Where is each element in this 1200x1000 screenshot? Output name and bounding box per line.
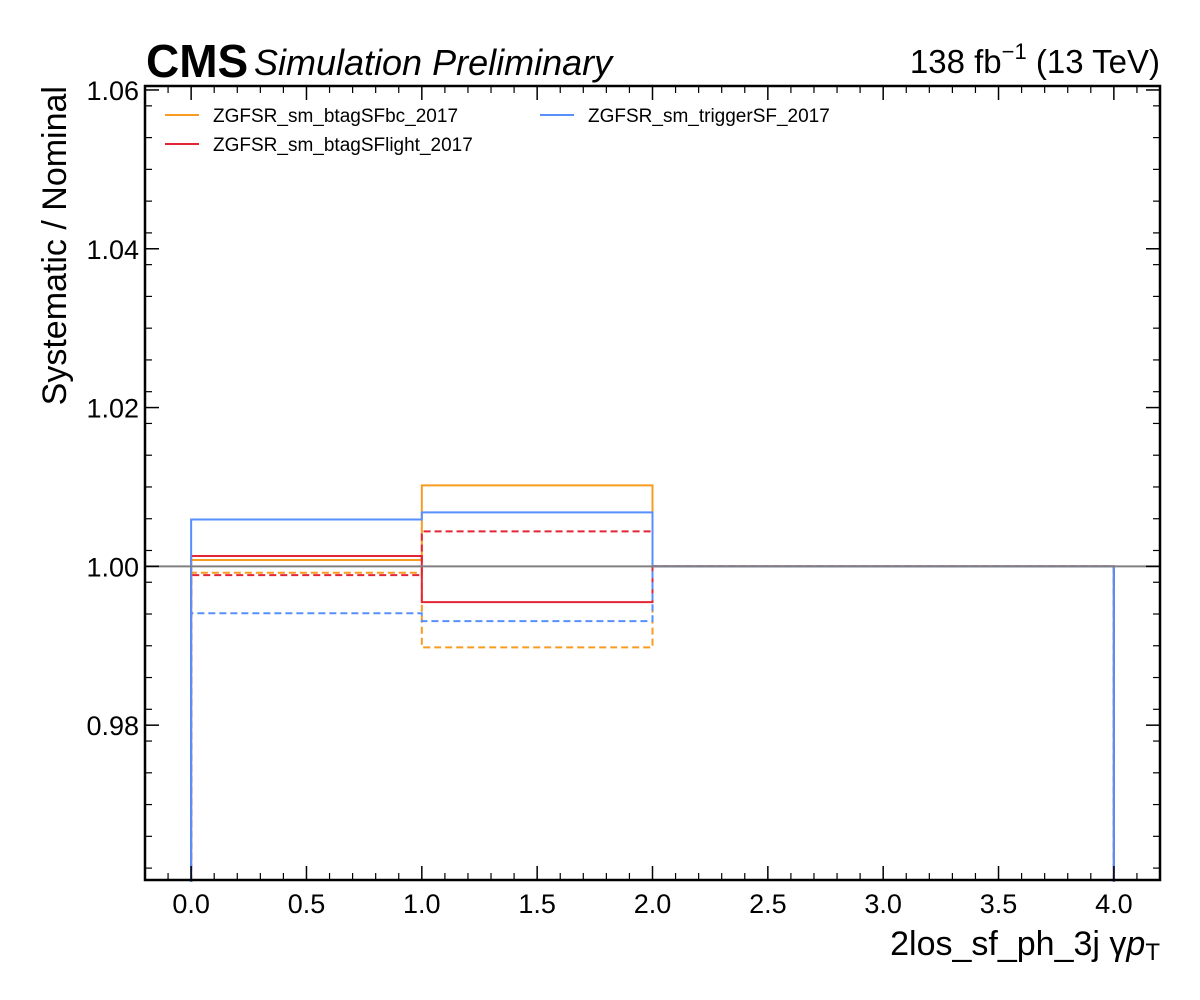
x-tick-label: 2.0 — [634, 889, 672, 919]
cms-label: CMS — [146, 35, 248, 87]
x-tick-label: 1.0 — [403, 889, 441, 919]
plot-frame — [143, 84, 1162, 882]
y-tick-label: 1.00 — [86, 552, 139, 582]
series-layer — [190, 484, 1115, 882]
x-tick-label: 0.0 — [172, 889, 210, 919]
x-axis-title: 2los_sf_ph_3j γpT — [890, 925, 1160, 966]
x-axis-ticks: 0.0 0.5 1.0 1.5 2.0 2.5 3.0 3.5 4.0 — [167, 86, 1138, 919]
x-tick-label: 3.5 — [980, 889, 1018, 919]
y-tick-label: 1.06 — [86, 76, 139, 106]
x-axis-title-math: p — [1125, 925, 1145, 963]
x-tick-label: 2.5 — [749, 889, 787, 919]
legend: ZGFSR_sm_btagSFbc_2017 ZGFSR_sm_btagSFlig… — [165, 106, 830, 156]
series-variation-down — [190, 565, 1115, 882]
y-tick-label: 1.04 — [86, 235, 139, 265]
y-axis-title: Systematic / Nominal — [36, 86, 74, 405]
luminosity-label: 138 fb−1 (13 TeV) — [910, 39, 1160, 80]
simulation-preliminary-label: Simulation Preliminary — [254, 42, 614, 83]
luminosity-exponent: −1 — [1002, 39, 1027, 64]
y-tick-label: 0.98 — [86, 711, 139, 741]
legend-entry-label: ZGFSR_sm_btagSFbc_2017 — [213, 106, 458, 127]
x-tick-label: 1.5 — [518, 889, 556, 919]
x-axis-title-subscript: T — [1145, 939, 1160, 966]
x-tick-label: 0.5 — [288, 889, 326, 919]
x-tick-label: 4.0 — [1095, 889, 1133, 919]
luminosity-energy: (13 TeV) — [1027, 43, 1160, 80]
y-tick-label: 1.02 — [86, 394, 139, 424]
x-tick-label: 3.0 — [864, 889, 902, 919]
y-axis-ticks: 0.98 1.00 1.02 1.04 1.06 — [86, 76, 1160, 869]
legend-entry-label: ZGFSR_sm_triggerSF_2017 — [588, 106, 830, 127]
luminosity-value: 138 fb — [910, 43, 1002, 80]
legend-entry-label: ZGFSR_sm_btagSFlight_2017 — [213, 135, 473, 156]
x-axis-title-text: 2los_sf_ph_3j γ — [890, 925, 1126, 963]
